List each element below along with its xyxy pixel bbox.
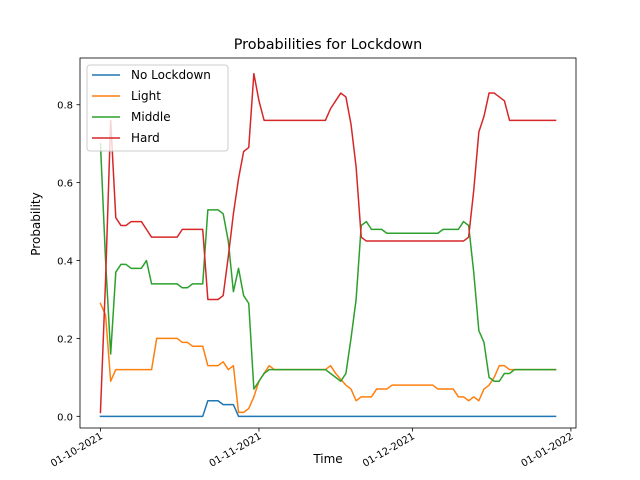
y-axis-label: Probability (29, 192, 43, 255)
x-tick-label: 01-12-2021 (361, 431, 417, 470)
series-line-0 (99, 399, 557, 418)
y-tick-label: 0.4 (57, 257, 73, 268)
legend-label: No Lockdown (131, 68, 211, 82)
legend-label: Hard (131, 131, 160, 145)
series-lines (99, 72, 557, 418)
x-tick-label: 01-01-2022 (520, 431, 576, 470)
x-tick-label: 01-11-2021 (208, 431, 264, 470)
y-tick-label: 0.2 (57, 334, 73, 345)
y-tick-label: 0.6 (57, 179, 73, 190)
y-axis: 0.0 0.2 0.4 0.6 0.8 (57, 101, 80, 423)
series-line-3 (99, 72, 557, 414)
y-tick-label: 0.8 (57, 101, 73, 112)
chart-title: Probabilities for Lockdown (234, 37, 422, 53)
x-axis-label: Time (312, 452, 342, 466)
plot-frame (79, 57, 577, 429)
series-line-2 (99, 142, 557, 390)
y-tick-label: 0.0 (57, 412, 73, 423)
legend-label: Middle (131, 110, 171, 124)
legend-box (86, 64, 229, 152)
x-tick-label: 01-10-2021 (49, 431, 105, 470)
legend: No Lockdown Light Middle Hard (86, 64, 229, 152)
legend-label: Light (131, 89, 161, 103)
x-axis: 01-10-2021 01-11-2021 01-12-2021 01-01-2022 (49, 428, 575, 470)
